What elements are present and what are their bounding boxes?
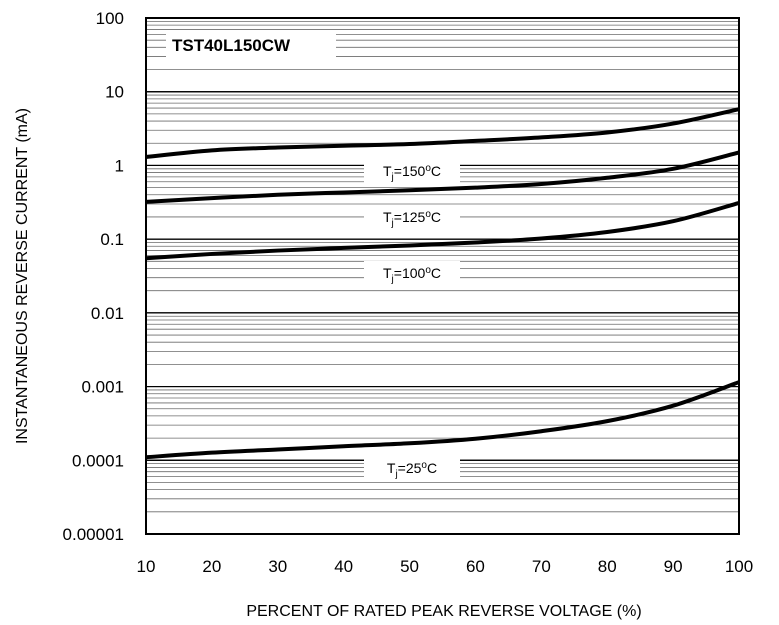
x-tick-labels: 10 20 30 40 50 60 70 80 90 100 [137, 557, 754, 576]
curve-label-125: Tj=125oC [364, 205, 460, 229]
y-tick-label: 0.001 [81, 378, 124, 397]
label-subscript: j [391, 172, 394, 183]
curve-label-150: Tj=150oC [364, 159, 460, 183]
plot-frame [145, 17, 740, 535]
title-box: TST40L150CW [166, 31, 336, 59]
curve-label-background [364, 261, 460, 285]
label-subscript: j [394, 469, 397, 480]
curves [145, 107, 740, 460]
title-background [166, 31, 336, 59]
label-degree: o [421, 460, 427, 471]
x-tick-label: 50 [400, 557, 419, 576]
y-axis-label: INSTANTANEOUS REVERSE CURRENT (mA) [14, 108, 31, 444]
label-unit: C [431, 265, 441, 281]
x-tick-label: 90 [664, 557, 683, 576]
label-degree: o [425, 163, 431, 174]
label-subscript: j [391, 274, 394, 285]
curve-label-25: Tj=25oC [364, 456, 460, 480]
curve-label-background [364, 159, 460, 183]
label-subscript: j [391, 218, 394, 229]
label-degree: o [425, 209, 431, 220]
curve-label-text: Tj=150oC [383, 163, 441, 183]
curve-label-background [364, 205, 460, 229]
curve-tj-150 [145, 107, 740, 160]
y-tick-label: 0.0001 [72, 451, 124, 470]
y-tick-label: 1 [115, 156, 124, 175]
curve-tj-25 [145, 380, 740, 460]
y-tick-labels: 100 10 1 0.1 0.01 0.001 0.0001 0.00001 [63, 9, 124, 544]
x-axis-label: PERCENT OF RATED PEAK REVERSE VOLTAGE (%… [246, 603, 641, 620]
label-prefix: T [383, 265, 392, 281]
label-unit: C [431, 163, 441, 179]
y-tick-label: 0.01 [91, 304, 124, 323]
x-tick-label: 20 [202, 557, 221, 576]
curve-label-text: Tj=125oC [383, 209, 441, 229]
x-tick-label: 100 [725, 557, 753, 576]
curve-tj-100 [145, 200, 740, 261]
label-prefix: T [383, 209, 392, 225]
x-tick-label: 40 [334, 557, 353, 576]
label-equals: =100 [394, 265, 426, 281]
curve-label-background [364, 456, 460, 480]
label-equals: =150 [394, 163, 426, 179]
y-tick-label: 100 [96, 9, 124, 28]
label-prefix: T [387, 460, 396, 476]
label-equals: =125 [394, 209, 426, 225]
curve-label-100: Tj=100oC [364, 261, 460, 285]
label-prefix: T [383, 163, 392, 179]
label-unit: C [427, 460, 437, 476]
y-tick-label: 0.00001 [63, 525, 124, 544]
x-tick-label: 60 [466, 557, 485, 576]
curve-label-text: Tj=25oC [387, 460, 437, 480]
label-unit: C [431, 209, 441, 225]
x-tick-label: 30 [268, 557, 287, 576]
curve-label-text: Tj=100oC [383, 265, 441, 285]
label-degree: o [425, 265, 431, 276]
chart-title: TST40L150CW [172, 36, 291, 55]
x-tick-label: 10 [137, 557, 156, 576]
x-tick-label: 70 [532, 557, 551, 576]
y-tick-label: 10 [105, 83, 124, 102]
label-equals: =25 [398, 460, 422, 476]
y-tick-label: 0.1 [100, 230, 124, 249]
x-tick-label: 80 [598, 557, 617, 576]
curve-tj-125 [145, 150, 740, 204]
